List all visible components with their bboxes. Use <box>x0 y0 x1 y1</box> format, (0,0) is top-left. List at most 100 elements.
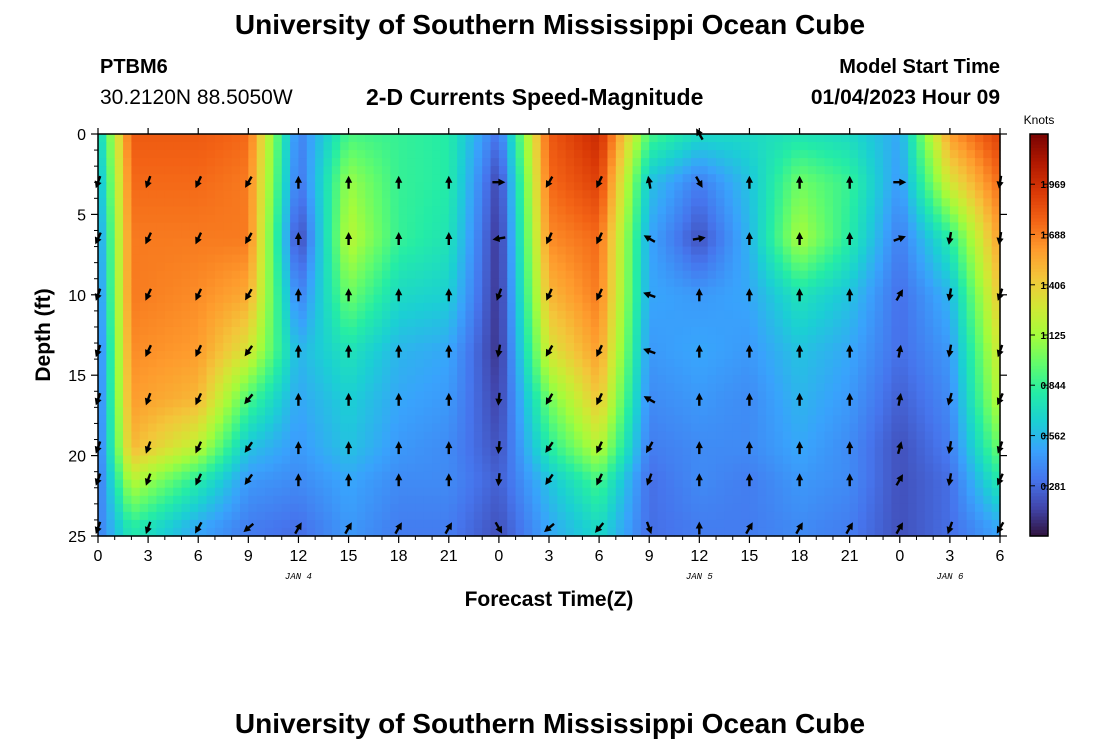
heatmap-cell <box>707 238 717 248</box>
heatmap-cell <box>974 423 984 433</box>
heatmap-cell <box>214 343 224 352</box>
heatmap-cell <box>782 326 792 336</box>
heatmap-cell <box>883 166 893 175</box>
heatmap-cell <box>482 447 492 457</box>
heatmap-cell <box>348 230 358 240</box>
heatmap-cell <box>899 318 909 328</box>
heatmap-cell <box>841 335 851 344</box>
heatmap-cell <box>407 487 416 497</box>
heatmap-cell <box>557 495 567 505</box>
heatmap-cell <box>273 399 283 408</box>
heatmap-cell <box>557 479 567 489</box>
heatmap-cell <box>356 246 366 256</box>
heatmap-cell <box>139 206 149 215</box>
heatmap-cell <box>356 415 366 425</box>
heatmap-cell <box>574 479 584 489</box>
heatmap-cell <box>340 479 350 489</box>
heatmap-cell <box>507 182 517 191</box>
heatmap-cell <box>248 230 258 240</box>
heatmap-cell <box>156 503 166 513</box>
heatmap-cell <box>181 383 191 392</box>
heatmap-cell <box>198 463 208 473</box>
heatmap-cell <box>340 302 350 312</box>
heatmap-cell <box>173 383 183 392</box>
heatmap-cell <box>741 286 751 296</box>
heatmap-cell <box>189 134 199 143</box>
heatmap-cell <box>381 262 391 272</box>
heatmap-cell <box>707 391 717 400</box>
heatmap-cell <box>156 439 166 449</box>
heatmap-cell <box>148 479 158 489</box>
heatmap-cell <box>582 375 592 384</box>
heatmap-cell <box>640 399 650 408</box>
heatmap-cell <box>649 278 659 288</box>
heatmap-cell <box>348 166 358 175</box>
heatmap-cell <box>749 415 759 425</box>
heatmap-cell <box>390 134 400 143</box>
heatmap-cell <box>690 134 700 143</box>
heatmap-cell <box>498 423 508 433</box>
heatmap-cell <box>866 262 876 272</box>
heatmap-cell <box>189 318 199 328</box>
heatmap-cell <box>966 134 976 143</box>
heatmap-cell <box>114 150 124 159</box>
heatmap-cell <box>106 302 116 312</box>
heatmap-cell <box>507 367 517 376</box>
heatmap-cell <box>407 286 416 296</box>
heatmap-cell <box>373 383 383 392</box>
heatmap-cell <box>306 455 316 465</box>
heatmap-cell <box>891 270 901 280</box>
heatmap-cell <box>323 238 333 248</box>
heatmap-cell <box>231 455 241 465</box>
heatmap-cell <box>682 158 692 167</box>
heatmap-cell <box>858 471 867 481</box>
heatmap-cell <box>423 351 433 360</box>
heatmap-cell <box>832 182 842 191</box>
heatmap-cell <box>473 310 483 320</box>
heatmap-cell <box>732 455 742 465</box>
heatmap-cell <box>398 487 408 497</box>
heatmap-cell <box>381 190 391 199</box>
heatmap-cell <box>540 134 550 143</box>
heatmap-cell <box>206 254 216 264</box>
heatmap-cell <box>523 471 533 481</box>
heatmap-cell <box>657 318 667 328</box>
heatmap-cell <box>916 431 926 441</box>
heatmap-cell <box>340 367 350 376</box>
heatmap-cell <box>131 423 141 433</box>
heatmap-cell <box>515 166 525 175</box>
heatmap-cell <box>599 391 609 400</box>
heatmap-cell <box>398 214 408 224</box>
heatmap-cell <box>415 174 425 183</box>
heatmap-cell <box>139 439 149 449</box>
heatmap-cell <box>139 479 149 489</box>
heatmap-cell <box>674 447 684 457</box>
heatmap-cell <box>523 182 533 191</box>
heatmap-cell <box>766 343 776 352</box>
heatmap-cell <box>340 391 350 400</box>
heatmap-cell <box>707 158 717 167</box>
heatmap-cell <box>482 310 492 320</box>
heatmap-cell <box>732 375 742 384</box>
heatmap-cell <box>674 318 684 328</box>
heatmap-cell <box>490 230 500 240</box>
heatmap-cell <box>966 479 976 489</box>
heatmap-cell <box>958 166 968 175</box>
heatmap-cell <box>782 270 792 280</box>
heatmap-cell <box>565 399 575 408</box>
heatmap-cell <box>749 214 759 224</box>
heatmap-cell <box>181 310 191 320</box>
heatmap-cell <box>866 318 876 328</box>
heatmap-cell <box>883 455 893 465</box>
heatmap-cell <box>248 206 258 215</box>
heatmap-cell <box>832 375 842 384</box>
heatmap-cell <box>131 214 141 224</box>
heatmap-cell <box>974 270 984 280</box>
heatmap-cell <box>373 471 383 481</box>
heatmap-cell <box>649 286 659 296</box>
heatmap-cell <box>281 182 291 191</box>
heatmap-cell <box>423 359 433 368</box>
heatmap-cell <box>824 142 834 151</box>
heatmap-cell <box>173 503 183 513</box>
heatmap-cell <box>373 407 383 416</box>
